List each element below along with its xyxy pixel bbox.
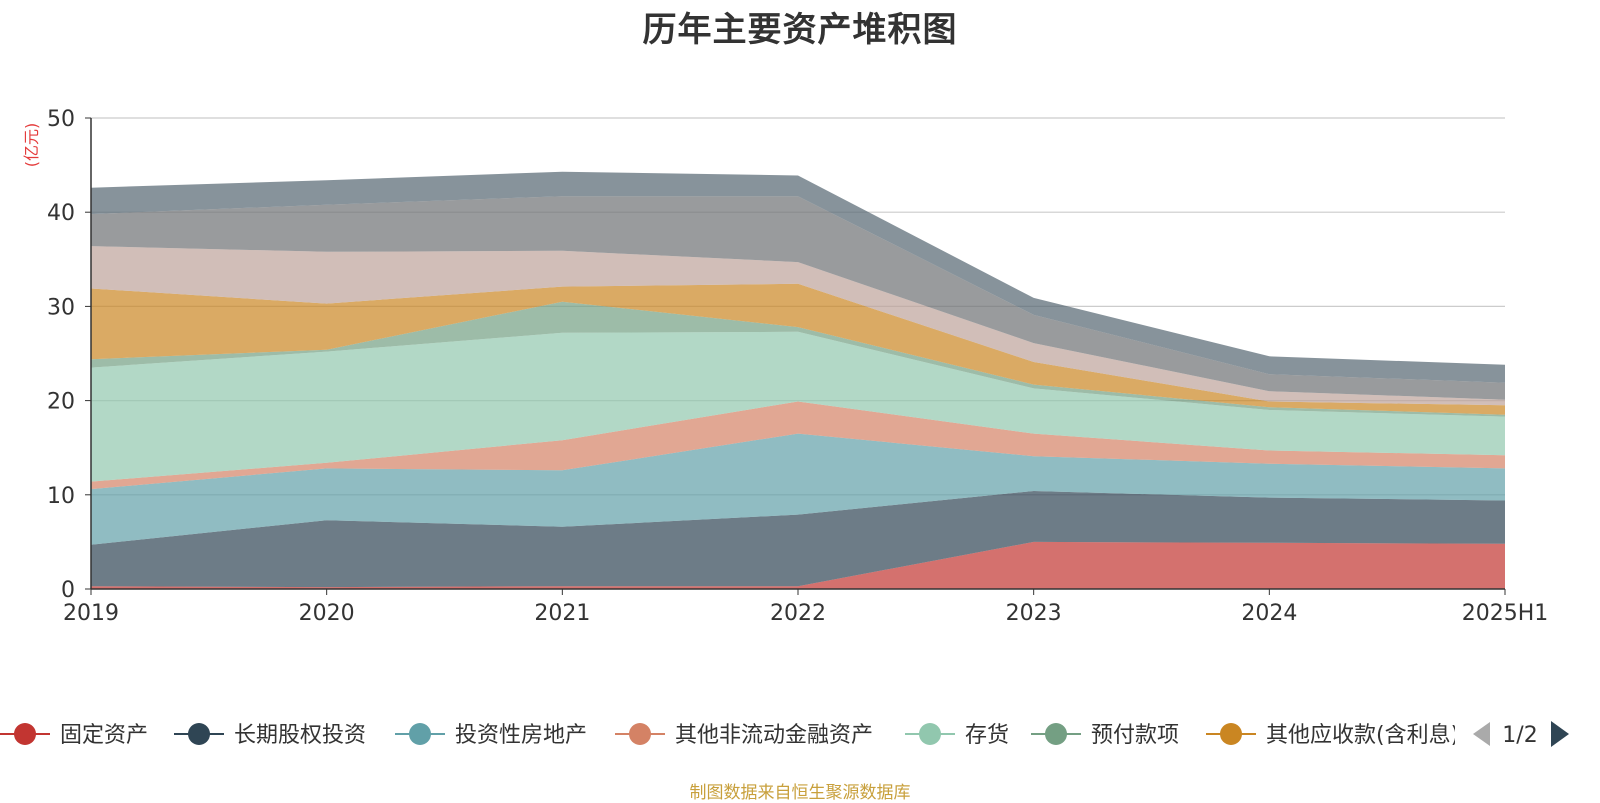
x-tick-label: 2019 xyxy=(63,601,119,626)
x-tick-label: 2023 xyxy=(1006,601,1062,626)
legend-label: 固定资产 xyxy=(60,723,148,748)
legend-label: 其他应收款(含利息) xyxy=(1266,723,1459,748)
legend-item-投资性房地产: 投资性房地产 xyxy=(395,723,587,748)
area-series-其他应收款(含利息) xyxy=(91,283,1505,415)
legend-marker xyxy=(1220,723,1242,745)
legend-item-其他应收款(含利息): 其他应收款(含利息) xyxy=(1206,723,1459,748)
area-series-固定资产 xyxy=(91,541,1505,589)
area-series-series-9 xyxy=(91,196,1505,400)
x-tick-label: 2024 xyxy=(1241,601,1297,626)
chart-title: 历年主要资产堆积图 xyxy=(642,10,958,50)
area-series-存货 xyxy=(91,331,1505,482)
x-tick-label: 2020 xyxy=(299,601,355,626)
area-series-series-10 xyxy=(91,171,1505,383)
legend-marker xyxy=(14,723,36,745)
y-tick-label: 40 xyxy=(47,201,75,226)
area-series-预付款项 xyxy=(91,301,1505,417)
legend-item-预付款项: 预付款项 xyxy=(1031,723,1179,748)
legend-label: 其他非流动金融资产 xyxy=(675,723,873,748)
legend-marker xyxy=(188,723,210,745)
legend-item-其他非流动金融资产: 其他非流动金融资产 xyxy=(615,723,873,748)
y-tick-label: 0 xyxy=(61,578,75,603)
legend-label: 长期股权投资 xyxy=(234,723,366,748)
y-tick-label: 50 xyxy=(47,107,75,132)
area-series-投资性房地产 xyxy=(91,433,1505,545)
area-series-长期股权投资 xyxy=(91,491,1505,588)
y-axis-unit-label: (亿元) xyxy=(22,123,41,168)
x-tick-label: 2022 xyxy=(770,601,826,626)
legend-label: 预付款项 xyxy=(1091,723,1179,748)
legend-marker xyxy=(919,723,941,745)
y-tick-label: 10 xyxy=(47,484,75,509)
legend-label: 投资性房地产 xyxy=(455,723,587,748)
y-tick-label: 30 xyxy=(47,295,75,320)
x-tick-label: 2025H1 xyxy=(1462,601,1549,626)
y-tick-label: 20 xyxy=(47,390,75,415)
legend: 固定资产 长期股权投资 投资性房地产 其他非流动金融资产 存货 预付款项 其他应收款(含利息… xyxy=(0,714,1600,754)
legend-label: 存货 xyxy=(965,723,1009,748)
legend-marker xyxy=(409,723,431,745)
legend-next-arrow-icon xyxy=(1551,721,1569,747)
legend-item-固定资产: 固定资产 xyxy=(0,723,148,748)
legend-page-indicator: 1/2 xyxy=(1502,723,1537,748)
legend-item-长期股权投资: 长期股权投资 xyxy=(174,723,366,748)
axes: 0 10 20 30 40 50 2019 2020 2021 2022 2023 2024 2025H… xyxy=(47,107,1548,626)
legend-marker xyxy=(1045,723,1067,745)
legend-marker xyxy=(629,723,651,745)
area-series-其他非流动金融资产 xyxy=(91,401,1505,490)
area-series-series-8 xyxy=(91,246,1505,406)
area-series-layer xyxy=(91,171,1505,589)
x-tick-label: 2021 xyxy=(534,601,590,626)
data-source-note: 制图数据来自恒生聚源数据库 xyxy=(689,783,911,803)
legend-item-存货: 存货 xyxy=(905,723,1009,748)
legend-prev-arrow-icon xyxy=(1473,722,1490,746)
